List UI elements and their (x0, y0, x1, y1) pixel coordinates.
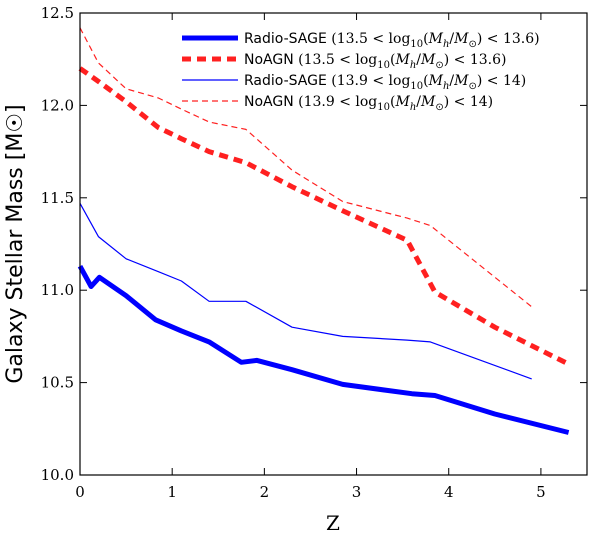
x-tick-label: 1 (167, 483, 177, 501)
legend: Radio-SAGE (13.5 < log10(Mh/M⊙) < 13.6) N… (182, 31, 540, 113)
x-tick-label: 3 (352, 483, 362, 501)
y-tick-label: 11.0 (41, 281, 74, 299)
series-line-1 (80, 266, 569, 432)
x-tick-label: 2 (260, 483, 270, 501)
y-tick-label: 11.5 (41, 189, 74, 207)
y-tick-label: 10.5 (41, 374, 74, 392)
legend-label-1: Radio-SAGE (13.5 < log10(Mh/M⊙) < 13.6) (244, 31, 540, 50)
x-axis-label: Z (326, 511, 340, 535)
y-tick-label: 12.5 (41, 4, 74, 22)
series-line-3 (80, 203, 532, 379)
x-tick-label: 0 (75, 483, 85, 501)
legend-label-2: NoAGN (13.5 < log10(Mh/M⊙) < 13.6) (244, 52, 506, 71)
x-tick-label: 5 (536, 483, 546, 501)
legend-label-3: Radio-SAGE (13.9 < log10(Mh/M⊙) < 14) (244, 73, 526, 92)
y-tick-label: 12.0 (41, 96, 74, 114)
x-tick-label: 4 (444, 483, 454, 501)
y-axis-label: Galaxy Stellar Mass [M☉] (3, 104, 28, 383)
legend-label-4: NoAGN (13.9 < log10(Mh/M⊙) < 14) (244, 94, 493, 113)
y-tick-label: 10.0 (41, 466, 74, 484)
series-line-4 (80, 28, 532, 307)
